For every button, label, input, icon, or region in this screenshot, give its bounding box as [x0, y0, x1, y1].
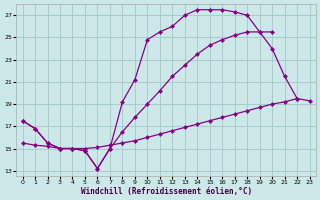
- X-axis label: Windchill (Refroidissement éolien,°C): Windchill (Refroidissement éolien,°C): [81, 187, 252, 196]
